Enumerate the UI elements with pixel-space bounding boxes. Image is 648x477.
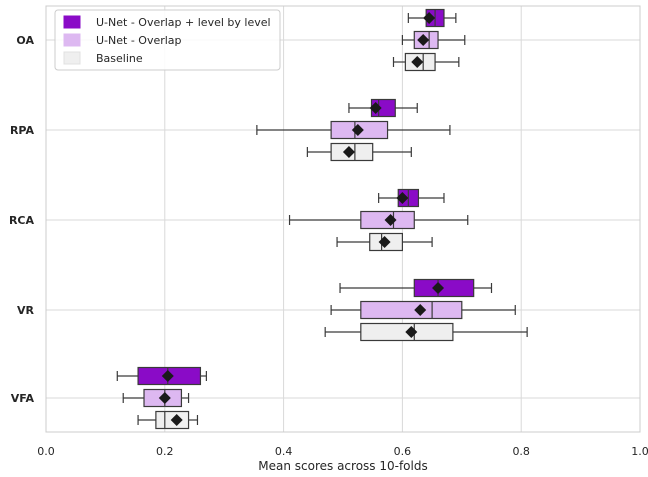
mean-marker	[378, 236, 391, 248]
legend: U-Net - Overlap + level by level U-Net - …	[54, 9, 281, 71]
box-group	[116, 366, 207, 386]
box-group	[392, 52, 460, 72]
mean-marker	[417, 34, 430, 46]
x-axis-title: Mean scores across 10-folds	[258, 459, 427, 473]
legend-swatch	[63, 15, 81, 29]
box-group	[256, 120, 451, 140]
legend-swatch	[63, 51, 81, 65]
category-label: VR	[17, 304, 35, 317]
category-label: RCA	[9, 214, 35, 227]
box-group	[339, 278, 493, 298]
x-tick-label: 0.2	[156, 445, 174, 458]
category-label: VFA	[11, 392, 35, 405]
box-group	[330, 300, 516, 320]
box-group	[348, 98, 418, 118]
legend-label: Baseline	[96, 52, 143, 65]
mean-marker	[384, 214, 397, 226]
axis-ticks: 0.0 0.2 0.4 0.6 0.8 1.0	[37, 445, 648, 458]
x-tick-label: 0.8	[512, 445, 530, 458]
plot-background	[46, 6, 640, 432]
legend-frame	[54, 9, 281, 71]
category-label: OA	[16, 34, 34, 47]
box-group	[288, 210, 469, 230]
box-group	[324, 322, 528, 342]
mean-marker	[432, 282, 445, 294]
legend-label: U-Net - Overlap	[96, 34, 182, 47]
box-group	[401, 30, 466, 50]
box-group	[378, 188, 445, 208]
mean-marker	[369, 102, 382, 114]
boxes	[116, 8, 528, 430]
box-group	[122, 388, 190, 408]
mean-marker	[414, 304, 427, 316]
box-group	[336, 232, 433, 252]
plot-frame	[45, 5, 641, 433]
category-label: RPA	[10, 124, 35, 137]
x-tick-label: 0.0	[37, 445, 55, 458]
mean-marker	[170, 414, 183, 426]
mean-marker	[351, 124, 364, 136]
legend-label: U-Net - Overlap + level by level	[96, 16, 271, 29]
category-labels: OA RPA RCA VR VFA	[9, 34, 35, 405]
mean-marker	[405, 326, 418, 338]
box-group	[407, 8, 457, 28]
mean-marker	[423, 12, 436, 24]
box-group	[137, 410, 199, 430]
x-tick-label: 0.4	[275, 445, 293, 458]
mean-marker	[396, 192, 409, 204]
mean-marker	[411, 56, 424, 68]
box-group	[306, 142, 412, 162]
mean-marker	[161, 370, 174, 382]
x-tick-label: 0.6	[394, 445, 412, 458]
mean-marker	[158, 392, 171, 404]
legend-swatch	[63, 33, 81, 47]
mean-marker	[342, 146, 355, 158]
box-body	[360, 300, 463, 320]
x-tick-label: 1.0	[631, 445, 648, 458]
